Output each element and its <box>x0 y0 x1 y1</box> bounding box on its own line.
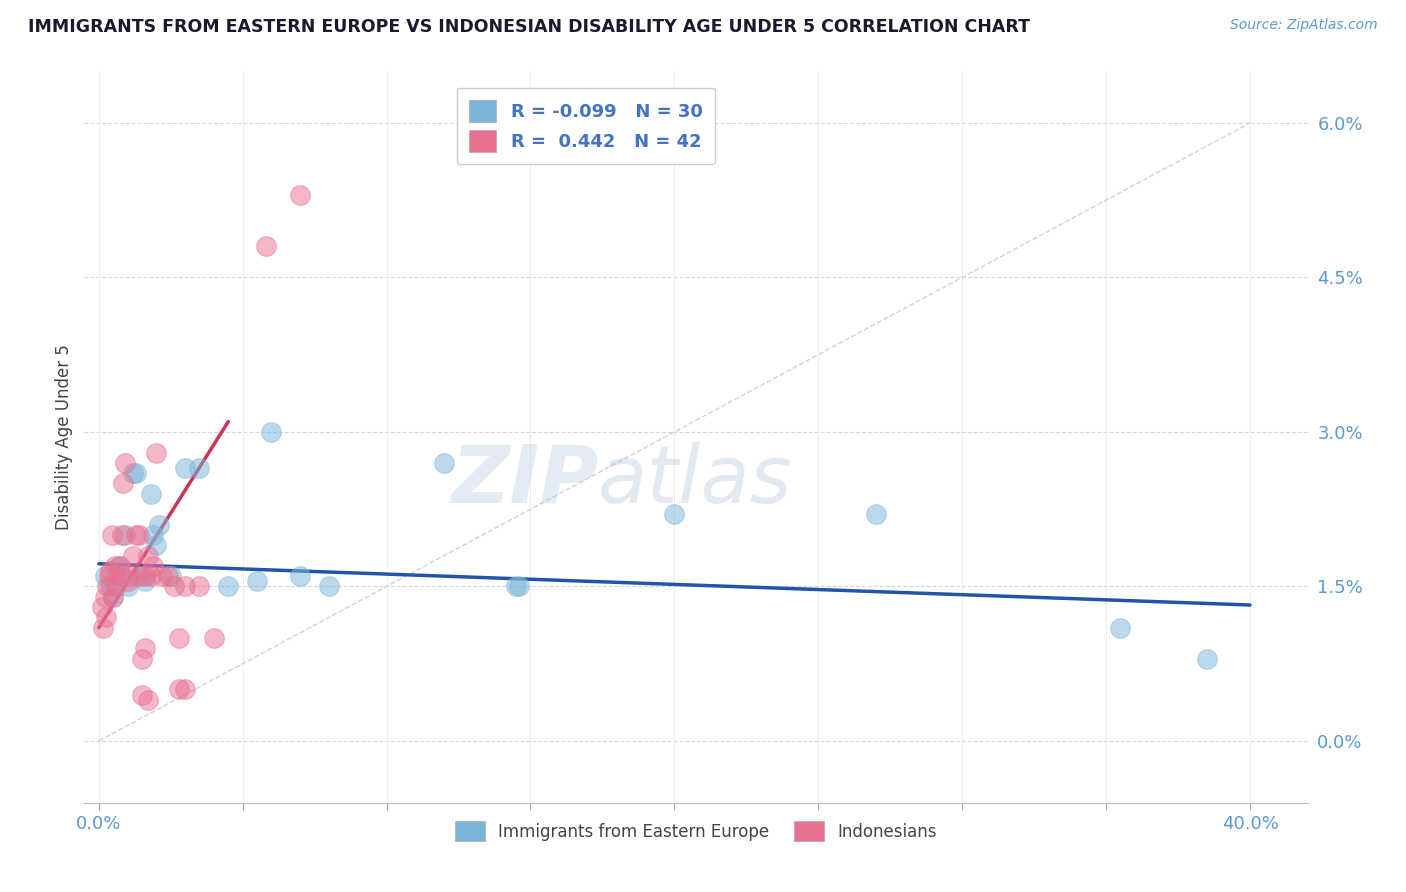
Point <box>150 569 173 583</box>
Point <box>174 579 197 593</box>
Point <box>139 569 162 583</box>
Point <box>122 466 145 480</box>
Point <box>142 558 165 573</box>
Point <box>174 682 197 697</box>
Point <box>101 590 124 604</box>
Point <box>188 461 211 475</box>
Point <box>111 528 134 542</box>
Point <box>103 558 125 573</box>
Point <box>105 579 128 593</box>
Point <box>111 569 134 583</box>
Point <box>101 590 124 604</box>
Point <box>202 631 225 645</box>
Text: ZIP: ZIP <box>451 442 598 520</box>
Point <box>134 569 156 583</box>
Point <box>148 517 170 532</box>
Point <box>122 549 145 563</box>
Point <box>162 579 184 593</box>
Point <box>131 569 153 583</box>
Point <box>254 239 277 253</box>
Legend: Immigrants from Eastern Europe, Indonesians: Immigrants from Eastern Europe, Indonesi… <box>443 809 949 853</box>
Point <box>131 688 153 702</box>
Point <box>90 600 112 615</box>
Point <box>131 651 153 665</box>
Point <box>145 445 167 459</box>
Point <box>91 621 114 635</box>
Point <box>108 569 131 583</box>
Point <box>169 682 191 697</box>
Point <box>110 558 132 573</box>
Point <box>169 631 191 645</box>
Point <box>128 528 150 542</box>
Point <box>125 466 148 480</box>
Point <box>139 487 162 501</box>
Point <box>98 564 121 578</box>
Point <box>136 549 159 563</box>
Point <box>127 569 149 583</box>
Point <box>159 569 181 583</box>
Point <box>865 508 887 522</box>
Point <box>98 579 121 593</box>
Point <box>508 579 530 593</box>
Point <box>94 610 117 624</box>
Point <box>114 456 136 470</box>
Point <box>93 590 115 604</box>
Point <box>664 508 686 522</box>
Point <box>318 579 340 593</box>
Point <box>1109 621 1132 635</box>
Text: IMMIGRANTS FROM EASTERN EUROPE VS INDONESIAN DISABILITY AGE UNDER 5 CORRELATION : IMMIGRANTS FROM EASTERN EUROPE VS INDONE… <box>28 18 1031 36</box>
Point <box>217 579 239 593</box>
Point <box>188 579 211 593</box>
Point <box>505 579 527 593</box>
Y-axis label: Disability Age Under 5: Disability Age Under 5 <box>55 344 73 530</box>
Point <box>290 188 312 202</box>
Point <box>260 425 283 439</box>
Point <box>96 579 118 593</box>
Point <box>134 574 156 589</box>
Point <box>174 461 197 475</box>
Point <box>156 569 179 583</box>
Point <box>246 574 269 589</box>
Point <box>100 528 122 542</box>
Text: Source: ZipAtlas.com: Source: ZipAtlas.com <box>1230 18 1378 32</box>
Point <box>1195 651 1218 665</box>
Point <box>290 569 312 583</box>
Point <box>120 569 142 583</box>
Point <box>145 538 167 552</box>
Point <box>433 456 456 470</box>
Point <box>112 476 135 491</box>
Point <box>125 528 148 542</box>
Point <box>114 528 136 542</box>
Point <box>117 574 139 589</box>
Point <box>97 569 120 583</box>
Text: atlas: atlas <box>598 442 793 520</box>
Point <box>136 693 159 707</box>
Point <box>108 558 131 573</box>
Point <box>93 569 115 583</box>
Point <box>117 579 139 593</box>
Point <box>142 528 165 542</box>
Point <box>134 641 156 656</box>
